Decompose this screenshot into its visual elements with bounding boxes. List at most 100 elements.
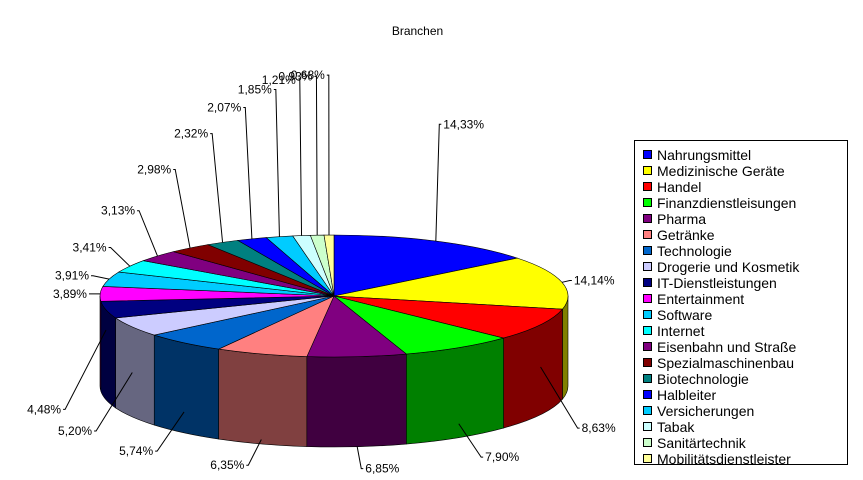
data-label: 14,33%: [443, 117, 484, 131]
legend-item: Spezialmaschinenbau: [643, 355, 794, 371]
legend-label: Tabak: [657, 419, 695, 435]
legend-swatch: [643, 150, 652, 159]
pie-slice: [333, 295, 564, 339]
legend-swatch: [643, 214, 652, 223]
pie-slice: [323, 234, 335, 297]
leader-line: [210, 133, 224, 243]
legend-label: Pharma: [657, 211, 707, 227]
leader-line: [540, 366, 580, 429]
data-label: 3,13%: [101, 204, 135, 218]
legend-swatch: [643, 246, 652, 255]
legend-item: Halbleiter: [643, 387, 717, 403]
leader-line: [243, 106, 253, 239]
leader-line: [155, 411, 185, 452]
legend-item: Entertainment: [643, 291, 745, 307]
legend-swatch: [643, 358, 652, 367]
legend-swatch: [643, 262, 652, 271]
legend-label: Entertainment: [657, 291, 745, 307]
legend-label: Nahrungsmittel: [657, 147, 752, 163]
legend-item: Getränke: [643, 227, 715, 243]
legend-swatch: [643, 230, 652, 239]
legend-item: Eisenbahn und Straße: [643, 339, 796, 355]
leader-line: [173, 169, 191, 249]
legend-item: Software: [643, 307, 712, 323]
legend-label: Getränke: [657, 227, 715, 243]
legend-label: Drogerie und Kosmetik: [657, 259, 800, 275]
leader-line: [458, 423, 484, 458]
leader-line: [94, 372, 133, 432]
legend-item: Mobilitätsdienstleister: [643, 451, 791, 467]
leader-line: [246, 439, 262, 466]
legend-swatch: [643, 454, 652, 463]
data-label: 0,93%: [278, 69, 312, 83]
pie-side-layer: [99, 295, 569, 448]
chart-title: Branchen: [391, 24, 444, 38]
legend-item: Versicherungen: [643, 403, 755, 419]
legend-label: Halbleiter: [657, 387, 717, 403]
leader-line: [273, 89, 280, 237]
leader-line: [91, 275, 110, 280]
pie-top-layer: [99, 234, 569, 358]
pie-slice-side: [218, 348, 308, 447]
legend-item: Technologie: [643, 243, 732, 259]
legend-label: Mobilitätsdienstleister: [657, 451, 791, 467]
legend-swatch: [643, 374, 652, 383]
data-label: 2,07%: [207, 100, 241, 114]
leader-line: [326, 74, 330, 236]
legend-item: Sanitärtechnik: [643, 435, 746, 451]
pie-slice-side: [153, 334, 220, 440]
legend-item: Internet: [643, 323, 705, 339]
legend-item: IT-Dienstleistungen: [643, 275, 777, 291]
pie-slice: [333, 234, 519, 297]
legend-label: Finanzdienstleisungen: [657, 195, 797, 211]
leader-line: [63, 329, 107, 410]
pie-slice-side: [306, 353, 407, 448]
legend-swatch: [643, 310, 652, 319]
pie-slice: [333, 295, 505, 355]
legend-item: Nahrungsmittel: [643, 147, 752, 163]
legend-label: Sanitärtechnik: [657, 435, 746, 451]
legend-label: Internet: [657, 323, 705, 339]
legend-item: Pharma: [643, 211, 707, 227]
data-label: 0,68%: [291, 68, 325, 82]
data-label: 1,85%: [238, 83, 272, 97]
legend-swatch: [643, 390, 652, 399]
legend-item: Medizinische Geräte: [643, 163, 785, 179]
legend-label: Biotechnologie: [657, 371, 749, 387]
data-label: 5,20%: [58, 424, 92, 438]
leader-line: [435, 123, 442, 242]
legend-item: Finanzdienstleisungen: [643, 195, 797, 211]
leader-line: [297, 79, 303, 236]
chart-legend: Nahrungsmittel Medizinische Geräte Handel F…: [634, 140, 848, 467]
data-label: 4,48%: [27, 402, 61, 416]
legend-swatch: [643, 406, 652, 415]
legend-label: Versicherungen: [657, 403, 755, 419]
legend-label: Medizinische Geräte: [657, 163, 785, 179]
data-label: 3,41%: [73, 241, 107, 255]
legend-item: Biotechnologie: [643, 371, 749, 387]
data-label: 7,90%: [485, 450, 519, 464]
data-label: 2,98%: [137, 163, 171, 177]
data-label: 3,89%: [53, 287, 87, 301]
legend-swatch: [643, 422, 652, 431]
pie-slice-side: [406, 337, 504, 445]
legend-item: Handel: [643, 179, 701, 195]
leader-line: [356, 446, 364, 470]
legend-swatch: [643, 342, 652, 351]
leader-line: [137, 210, 158, 257]
data-label: 14,14%: [574, 274, 615, 288]
data-label: 2,32%: [174, 127, 208, 141]
legend-item: Drogerie und Kosmetik: [643, 259, 800, 275]
pie-slice-side: [100, 301, 116, 409]
pie-slice-side: [562, 295, 569, 401]
legend-item: Tabak: [643, 419, 695, 435]
legend-swatch: [643, 166, 652, 175]
data-label: 6,85%: [365, 462, 399, 476]
legend-swatch: [643, 198, 652, 207]
pie-slice: [333, 257, 569, 310]
legend-swatch: [643, 326, 652, 335]
data-label: 5,74%: [119, 444, 153, 458]
legend-label: IT-Dienstleistungen: [657, 275, 777, 291]
data-label: 6,35%: [210, 458, 244, 472]
